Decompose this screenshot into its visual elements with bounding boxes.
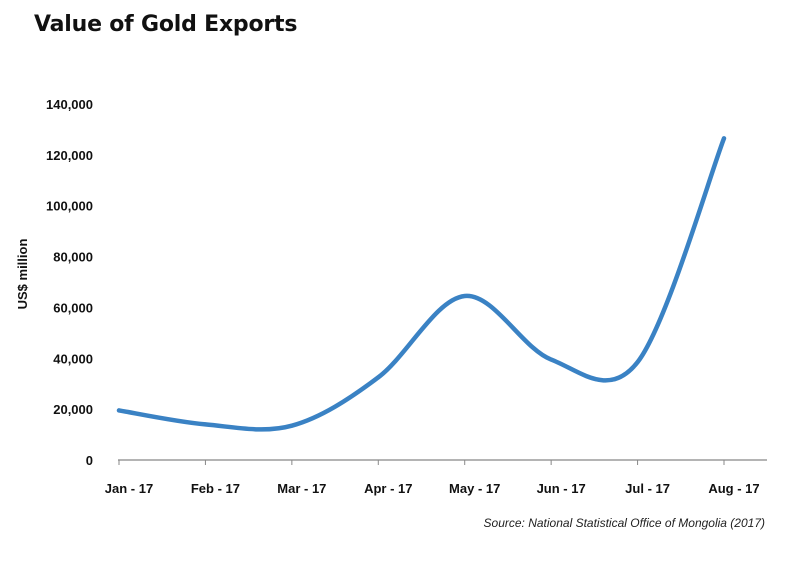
data-point [722, 136, 726, 141]
y-tick-label: 100,000 [46, 199, 93, 214]
y-tick-label: 0 [86, 453, 93, 468]
data-point [203, 422, 208, 427]
x-tick-label: Apr - 17 [364, 481, 412, 496]
y-tick-label: 20,000 [53, 402, 93, 417]
y-axis-label: US$ million [15, 239, 30, 310]
x-tick-label: Aug - 17 [708, 481, 759, 496]
series-points [117, 136, 726, 428]
y-tick-label: 40,000 [53, 351, 93, 366]
y-tick-label: 60,000 [53, 300, 93, 315]
x-axis-ticks: Jan - 17 Feb - 17 Mar - 17 Apr - 17 May - 17… [105, 460, 760, 496]
data-point [549, 357, 554, 362]
chart-title: Value of Gold Exports [34, 12, 298, 37]
data-point [462, 293, 467, 298]
y-tick-label: 120,000 [46, 148, 93, 163]
source-note: Source: National Statistical Office of M… [483, 516, 765, 530]
data-point [635, 360, 640, 365]
y-tick-label: 80,000 [53, 250, 93, 265]
data-point [117, 408, 121, 413]
x-tick-label: Mar - 17 [277, 481, 326, 496]
data-point [289, 423, 294, 428]
x-tick-label: Feb - 17 [191, 481, 240, 496]
data-point [376, 375, 381, 380]
y-axis-ticks: 0 20,000 40,000 60,000 80,000 100,000 120,000 1… [46, 97, 93, 468]
x-tick-label: Jan - 17 [105, 481, 153, 496]
series-line [116, 136, 727, 432]
x-tick-label: May - 17 [449, 481, 500, 496]
x-tick-label: Jun - 17 [537, 481, 586, 496]
y-tick-label: 140,000 [46, 97, 93, 112]
x-tick-label: Jul - 17 [625, 481, 670, 496]
